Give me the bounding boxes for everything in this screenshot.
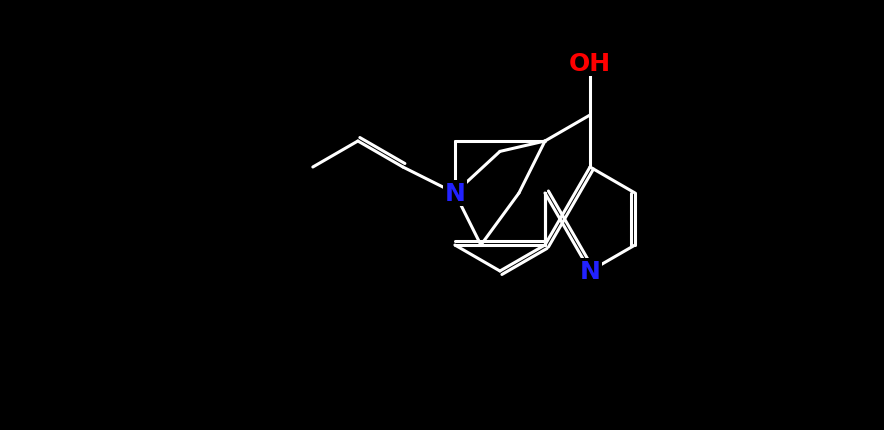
Text: N: N xyxy=(580,259,600,283)
Text: OH: OH xyxy=(569,52,611,76)
Text: N: N xyxy=(445,181,465,206)
